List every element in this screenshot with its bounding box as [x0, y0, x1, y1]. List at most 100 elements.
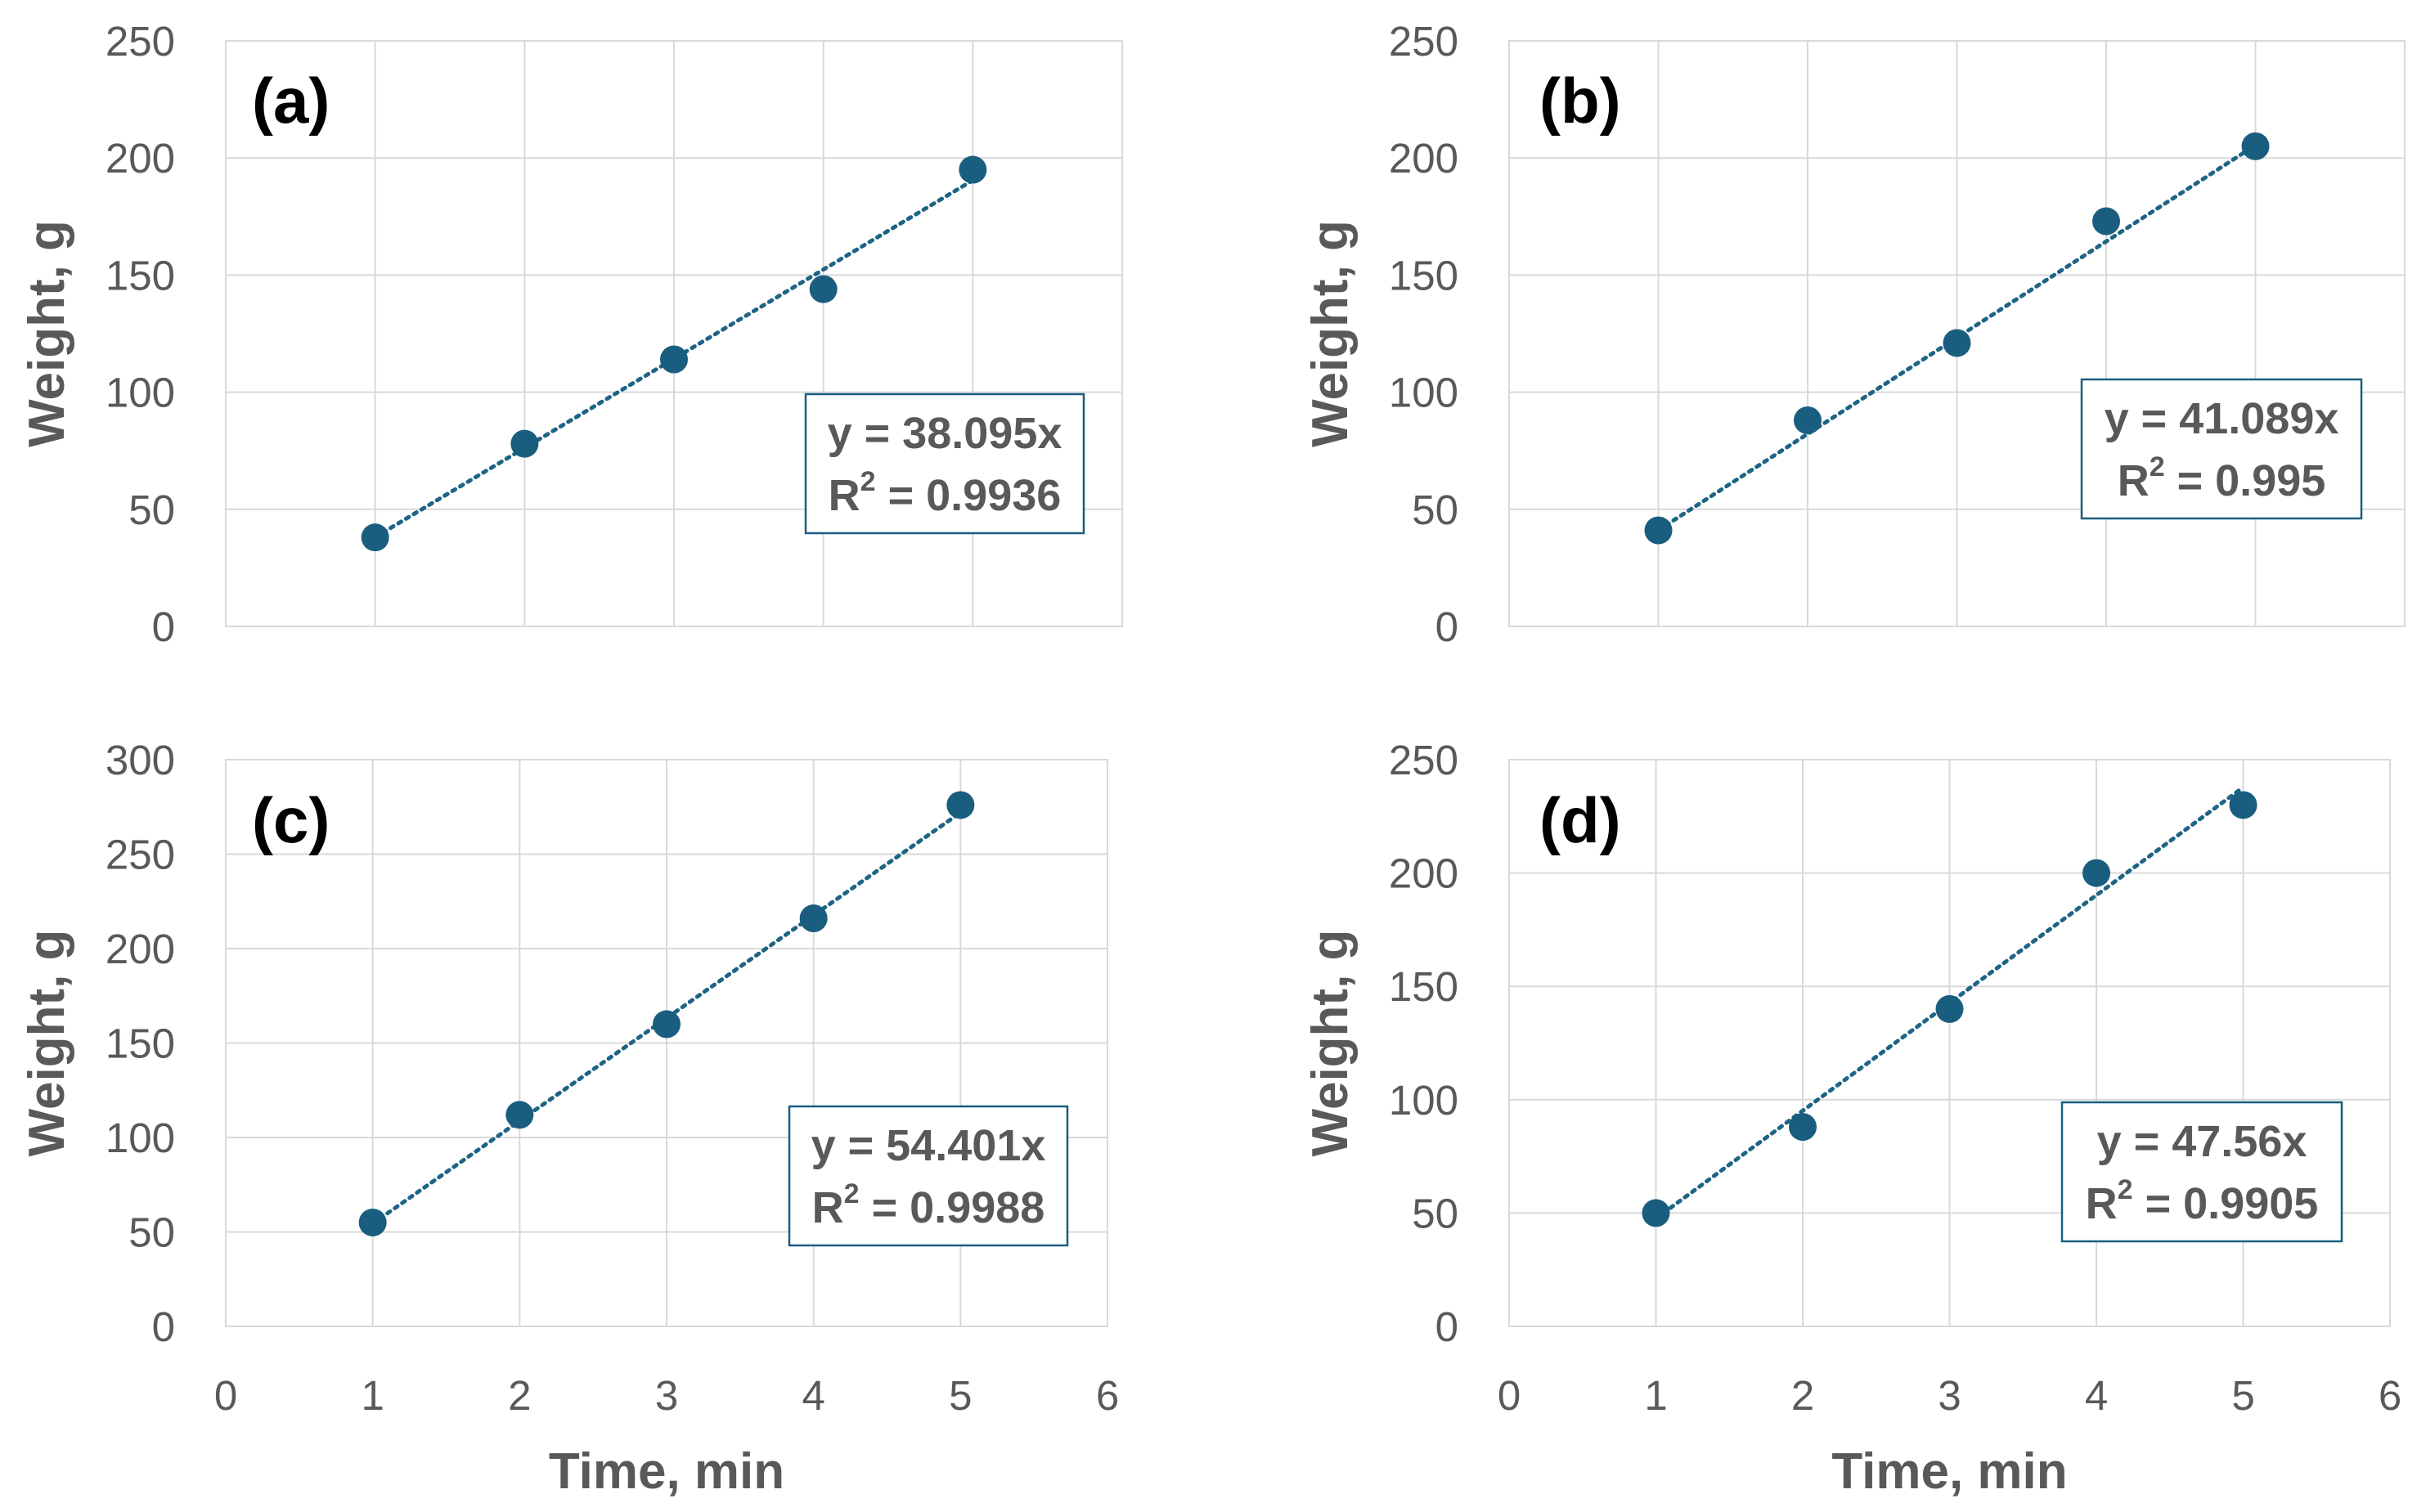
plot-area-frame — [1508, 759, 2391, 1327]
x-tick-label: 3 — [655, 1372, 678, 1419]
r-squared-value: R2 = 0.9936 — [829, 466, 1062, 520]
y-tick-label: 300 — [106, 737, 175, 783]
data-point — [1642, 1199, 1670, 1227]
r-squared-value: R2 = 0.995 — [2118, 451, 2326, 505]
y-tick-label: 100 — [106, 370, 175, 416]
y-tick-label: 200 — [106, 135, 175, 182]
data-point — [505, 1101, 534, 1129]
data-point — [959, 155, 987, 184]
trendline-equation: y = 47.56x — [2097, 1117, 2307, 1166]
y-tick-label: 100 — [106, 1115, 175, 1161]
x-axis-title: Time, min — [549, 1443, 784, 1500]
y-axis-title: Weight, g — [19, 930, 75, 1157]
y-tick-label: 250 — [1389, 18, 1458, 65]
y-tick-label: 100 — [1389, 1077, 1458, 1124]
r-squared-number: = 0.9936 — [876, 471, 1062, 520]
y-tick-label: 50 — [128, 487, 175, 533]
x-tick-label: 0 — [214, 1372, 237, 1419]
y-tick-label: 200 — [106, 926, 175, 972]
y-tick-label: 50 — [1412, 1190, 1458, 1236]
x-tick-label: 0 — [1498, 1372, 1521, 1419]
equation-box: y = 47.56x R2 = 0.9905 — [2060, 1101, 2343, 1243]
y-tick-label: 150 — [106, 252, 175, 298]
equation-box-frame — [788, 1105, 1069, 1247]
data-point — [1943, 329, 1971, 357]
data-point — [358, 1208, 387, 1236]
r-squared-prefix: R — [2118, 456, 2150, 505]
plot-area-frame — [1508, 40, 2406, 627]
chart-panel-a: 0 50 100 150 200 250 Weight, g (a) y = 38.095x R2… — [19, 18, 1123, 650]
data-point — [2229, 791, 2258, 819]
plot-area-frame — [225, 40, 1123, 627]
r-squared-superscript: 2 — [844, 1178, 860, 1209]
equation-box-frame — [2060, 1101, 2343, 1243]
y-axis-title: Weight, g — [1302, 220, 1359, 447]
trendline-equation: y = 38.095x — [828, 409, 1062, 458]
r-squared-prefix: R — [2086, 1179, 2118, 1228]
x-tick-label: 3 — [1938, 1372, 1961, 1419]
panel-label: (d) — [1539, 784, 1621, 856]
r-squared-prefix: R — [829, 471, 860, 520]
x-tick-label: 6 — [1096, 1372, 1119, 1419]
trendline-equation: y = 41.089x — [2105, 394, 2339, 443]
data-point — [946, 791, 975, 819]
data-point — [653, 1010, 681, 1039]
y-tick-label: 200 — [1389, 135, 1458, 182]
r-squared-value: R2 = 0.9988 — [812, 1178, 1045, 1232]
r-squared-prefix: R — [812, 1183, 844, 1232]
r-squared-superscript: 2 — [2150, 451, 2165, 482]
x-tick-label: 6 — [2379, 1372, 2401, 1419]
y-axis-title: Weight, g — [1302, 930, 1359, 1157]
equation-box: y = 41.089x R2 = 0.995 — [2080, 378, 2363, 520]
x-tick-label: 2 — [1791, 1372, 1814, 1419]
r-squared-superscript: 2 — [860, 466, 876, 497]
y-axis-title: Weight, g — [19, 220, 75, 447]
equation-box-frame — [804, 393, 1085, 535]
data-point — [1789, 1113, 1817, 1142]
y-tick-label: 250 — [106, 832, 175, 878]
y-tick-label: 150 — [1389, 252, 1458, 298]
data-point — [799, 904, 828, 933]
y-tick-label: 0 — [1435, 603, 1458, 650]
x-tick-label: 1 — [361, 1372, 384, 1419]
y-tick-label: 50 — [1412, 487, 1458, 533]
data-point — [809, 275, 838, 303]
r-squared-number: = 0.9905 — [2133, 1179, 2319, 1228]
data-point — [1794, 406, 1822, 434]
x-tick-label: 1 — [1644, 1372, 1667, 1419]
panel-label: (b) — [1539, 65, 1621, 137]
chart-panel-b: 0 50 100 150 200 250 Weight, g (b) y = 41.089x R2… — [1302, 18, 2406, 650]
data-point — [1935, 994, 1964, 1023]
equation-box: y = 54.401x R2 = 0.9988 — [788, 1105, 1069, 1247]
r-squared-superscript: 2 — [2118, 1174, 2133, 1205]
chart-panel-c: 0 50 100 150 200 250 300 0 1 2 3 4 5 6 Weight, g Time, … — [19, 737, 1119, 1500]
r-squared-number: = 0.9988 — [860, 1183, 1045, 1232]
plot-area-frame — [225, 759, 1108, 1327]
y-tick-label: 0 — [1435, 1303, 1458, 1350]
panel-label: (a) — [252, 65, 330, 137]
x-tick-label: 5 — [949, 1372, 972, 1419]
data-point — [1644, 516, 1673, 545]
y-tick-label: 250 — [1389, 737, 1458, 783]
data-point — [361, 523, 389, 552]
data-point — [2241, 132, 2270, 160]
x-tick-label: 2 — [508, 1372, 531, 1419]
x-tick-label: 4 — [802, 1372, 824, 1419]
y-tick-label: 0 — [152, 1303, 175, 1350]
y-tick-label: 200 — [1389, 850, 1458, 897]
y-tick-label: 0 — [152, 603, 175, 650]
r-squared-value: R2 = 0.9905 — [2086, 1174, 2319, 1228]
data-point — [2082, 859, 2110, 887]
data-point — [660, 345, 688, 374]
linear-trendline — [373, 177, 975, 540]
y-tick-label: 150 — [1389, 963, 1458, 1010]
y-tick-label: 50 — [128, 1209, 175, 1256]
equation-box-frame — [2080, 378, 2363, 520]
equation-box: y = 38.095x R2 = 0.9936 — [804, 393, 1085, 535]
data-point — [2092, 207, 2120, 236]
y-tick-label: 100 — [1389, 370, 1458, 416]
chart-panel-d: 0 50 100 150 200 250 0 1 2 3 4 5 6 Weight, g Time, min… — [1302, 737, 2401, 1500]
trendline-equation: y = 54.401x — [811, 1121, 1046, 1170]
r-squared-number: = 0.995 — [2165, 456, 2326, 505]
